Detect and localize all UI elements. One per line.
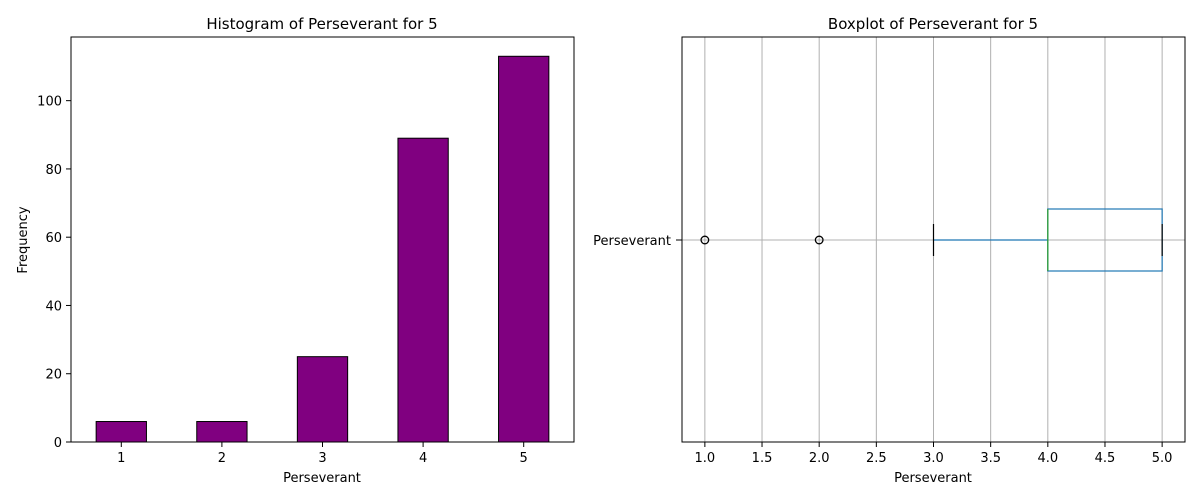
histogram-bar-1	[95, 421, 147, 443]
histogram-bar-2	[196, 421, 248, 443]
histogram-y-tick-label: 20	[45, 368, 62, 383]
histogram-x-ticks: 1 2 3 4 5	[117, 442, 528, 466]
histogram-y-tick-label: 0	[54, 436, 62, 451]
histogram-y-tick-label: 100	[37, 95, 62, 110]
boxplot-elements	[700, 208, 1163, 272]
boxplot-x-tick-label: 4.0	[1037, 451, 1058, 466]
boxplot-x-tick-label: 1.5	[752, 451, 773, 466]
histogram-bars	[95, 55, 550, 443]
boxplot-category-label: Perseverant	[593, 234, 671, 249]
histogram-x-tick-label: 1	[117, 451, 125, 466]
boxplot-x-tick-label: 2.5	[866, 451, 887, 466]
boxplot-axes-frame	[681, 36, 1186, 443]
histogram-y-ticks: 0 20 40 60 80 100	[37, 95, 71, 451]
histogram-y-tick-label: 80	[45, 163, 62, 178]
histogram-chart: Histogram of Perseverant for 5 0 20 40 60 80…	[16, 15, 575, 486]
histogram-x-tick-label: 2	[218, 451, 226, 466]
histogram-title: Histogram of Perseverant for 5	[206, 15, 437, 33]
boxplot-outlier	[814, 235, 824, 245]
boxplot-x-ticks: 1.0 1.5 2.0 2.5 3.0 3.5 4.0 4.5 5.0	[695, 442, 1173, 466]
boxplot-x-tick-label: 4.5	[1095, 451, 1116, 466]
histogram-bar-3	[296, 356, 349, 443]
boxplot-x-axis-label: Perseverant	[894, 471, 972, 486]
boxplot-outlier	[700, 235, 710, 245]
histogram-axes-frame	[70, 36, 575, 443]
histogram-y-tick-label: 60	[45, 231, 62, 246]
histogram-x-tick-label: 5	[520, 451, 528, 466]
boxplot-chart: Boxplot of Perseverant for 5 1.0 1.5 2.0 2.…	[593, 15, 1186, 486]
histogram-x-tick-label: 4	[419, 451, 427, 466]
histogram-bar-4	[397, 137, 449, 443]
boxplot-x-tick-label: 2.0	[809, 451, 830, 466]
boxplot-x-tick-label: 1.0	[695, 451, 716, 466]
boxplot-x-tick-label: 3.0	[923, 451, 944, 466]
boxplot-x-tick-label: 3.5	[980, 451, 1001, 466]
boxplot-x-tick-label: 5.0	[1152, 451, 1173, 466]
boxplot-title: Boxplot of Perseverant for 5	[828, 15, 1038, 33]
histogram-x-axis-label: Perseverant	[283, 471, 361, 486]
histogram-x-tick-label: 3	[318, 451, 326, 466]
histogram-bar-5	[498, 55, 550, 443]
histogram-y-axis-label: Frequency	[16, 206, 31, 273]
histogram-y-tick-label: 40	[45, 299, 62, 314]
